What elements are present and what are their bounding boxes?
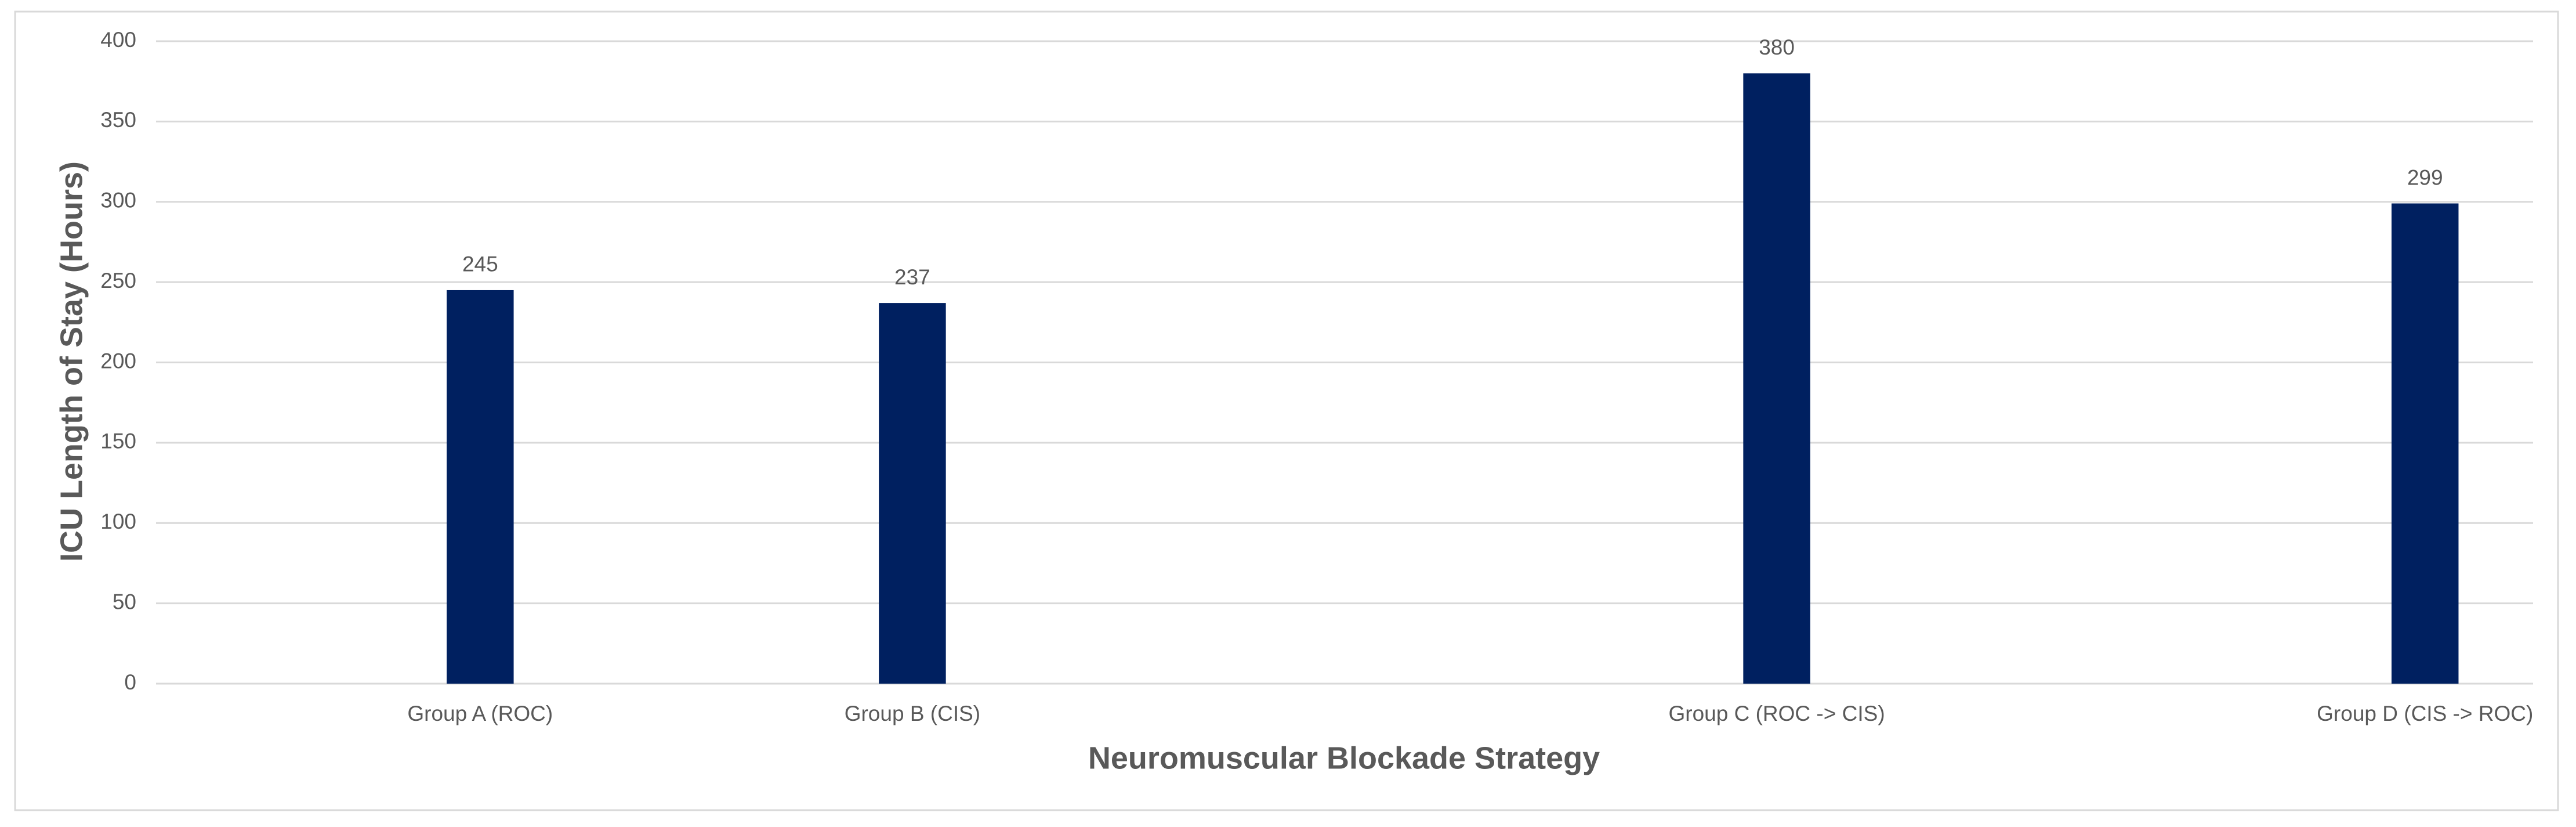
y-tick-label: 0 — [124, 670, 136, 694]
x-tick-label: Group D (CIS -> ROC) — [2317, 702, 2533, 725]
x-axis-title: Neuromuscular Blockade Strategy — [1088, 741, 1600, 775]
y-axis-title: ICU Length of Stay (Hours) — [54, 161, 89, 562]
y-tick-label: 100 — [100, 510, 136, 533]
y-tick-label: 50 — [113, 590, 136, 613]
x-tick-label: Group A (ROC) — [407, 702, 553, 725]
y-tick-label: 150 — [100, 429, 136, 453]
bar — [2391, 203, 2459, 684]
data-label: 245 — [462, 252, 498, 276]
x-tick-label: Group C (ROC -> CIS) — [1669, 702, 1885, 725]
bar — [879, 303, 946, 684]
data-label: 237 — [894, 265, 930, 289]
y-tick-label: 350 — [100, 108, 136, 132]
y-tick-label: 250 — [100, 269, 136, 292]
x-tick-label: Group B (CIS) — [845, 702, 980, 725]
bar — [1743, 73, 1810, 684]
y-tick-label: 300 — [100, 189, 136, 212]
y-tick-label: 200 — [100, 349, 136, 373]
y-tick-label: 400 — [100, 28, 136, 52]
data-label: 380 — [1759, 35, 1795, 59]
chart-border — [14, 10, 2559, 811]
data-label: 299 — [2407, 165, 2443, 189]
bar — [447, 290, 514, 684]
